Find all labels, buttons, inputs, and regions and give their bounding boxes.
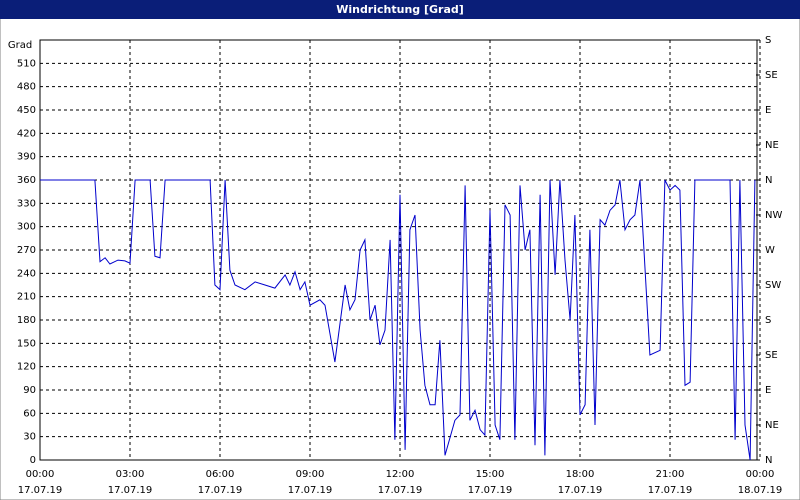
title-bar bbox=[0, 0, 800, 19]
y2-tick-label: NW bbox=[765, 210, 782, 221]
y-tick-label: 390 bbox=[17, 152, 36, 163]
y-tick-label: 180 bbox=[17, 315, 36, 326]
y-tick-label: 90 bbox=[23, 385, 36, 396]
x-tick-date: 17.07.19 bbox=[558, 485, 603, 496]
y-tick-label: 240 bbox=[17, 268, 36, 279]
x-tick-date: 17.07.19 bbox=[648, 485, 693, 496]
x-tick-date: 17.07.19 bbox=[108, 485, 153, 496]
y2-tick-label: N bbox=[765, 455, 772, 466]
y2-tick-label: S bbox=[765, 315, 771, 326]
x-tick-label: 21:00 bbox=[656, 469, 685, 480]
x-tick-label: 00:00 bbox=[26, 469, 55, 480]
x-tick-date: 17.07.19 bbox=[468, 485, 513, 496]
x-tick-date: 17.07.19 bbox=[288, 485, 333, 496]
y-tick-label: 450 bbox=[17, 105, 36, 116]
y-tick-label: 60 bbox=[23, 408, 36, 419]
y2-tick-label: SE bbox=[765, 350, 778, 361]
data-line bbox=[40, 179, 756, 461]
y-tick-label: 330 bbox=[17, 198, 36, 209]
y-tick-label: 0 bbox=[30, 455, 36, 466]
x-tick-label: 09:00 bbox=[296, 469, 325, 480]
x-tick-date: 17.07.19 bbox=[378, 485, 423, 496]
y-tick-label: 270 bbox=[17, 245, 36, 256]
y2-tick-label: N bbox=[765, 175, 772, 186]
y2-tick-label: SW bbox=[765, 280, 781, 291]
y2-tick-label: NE bbox=[765, 420, 779, 431]
y-tick-label: 420 bbox=[17, 128, 36, 139]
y2-tick-label: W bbox=[765, 245, 775, 256]
y2-tick-label: NE bbox=[765, 140, 779, 151]
chart-title: Windrichtung [Grad] bbox=[336, 3, 464, 16]
x-tick-date: 18.07.19 bbox=[738, 485, 783, 496]
y-tick-label: 480 bbox=[17, 82, 36, 93]
y-tick-label: 510 bbox=[17, 58, 36, 69]
x-tick-date: 17.07.19 bbox=[18, 485, 63, 496]
x-tick-label: 18:00 bbox=[566, 469, 595, 480]
y-tick-label: 150 bbox=[17, 338, 36, 349]
x-tick-label: 15:00 bbox=[476, 469, 505, 480]
y-tick-label: 210 bbox=[17, 292, 36, 303]
y2-tick-label: S bbox=[765, 35, 771, 46]
x-tick-label: 03:00 bbox=[116, 469, 145, 480]
x-tick-date: 17.07.19 bbox=[198, 485, 243, 496]
y-tick-label: 120 bbox=[17, 362, 36, 373]
x-tick-label: 12:00 bbox=[386, 469, 415, 480]
y-axis-label: Grad bbox=[8, 40, 32, 51]
y2-tick-label: SE bbox=[765, 70, 778, 81]
y-tick-label: 360 bbox=[17, 175, 36, 186]
x-tick-label: 06:00 bbox=[206, 469, 235, 480]
x-tick-label: 00:00 bbox=[746, 469, 775, 480]
y2-tick-label: E bbox=[765, 385, 771, 396]
y2-tick-label: E bbox=[765, 105, 771, 116]
y-tick-label: 30 bbox=[23, 432, 36, 443]
plot-frame bbox=[39, 39, 758, 461]
y-tick-label: 300 bbox=[17, 222, 36, 233]
